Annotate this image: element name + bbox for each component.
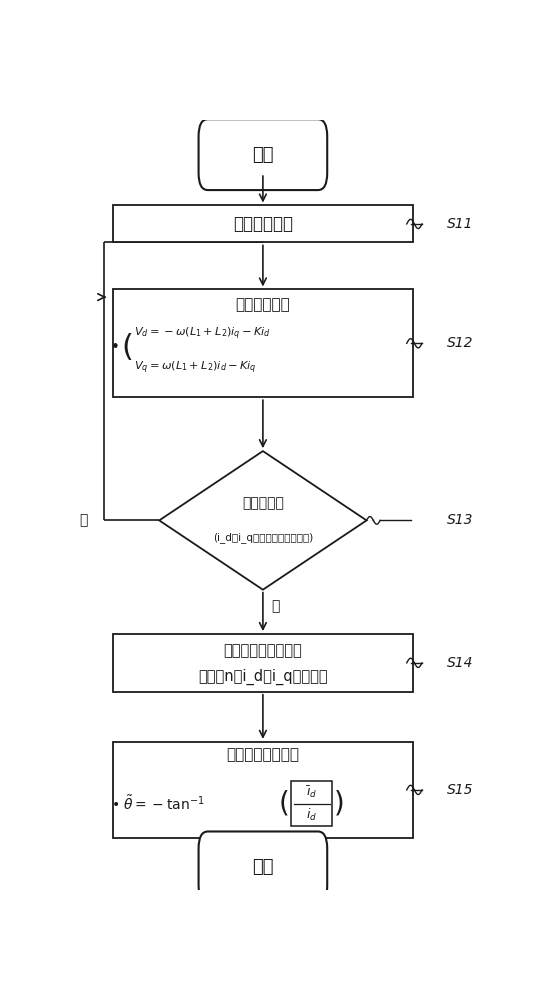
Text: 开始: 开始 <box>252 146 274 164</box>
Text: 获得的n个i_d和i_q的平均值: 获得的n个i_d和i_q的平均值 <box>198 669 328 685</box>
Text: •: • <box>110 340 120 355</box>
FancyBboxPatch shape <box>199 831 327 902</box>
FancyBboxPatch shape <box>112 634 413 692</box>
Text: 电机强制旋转: 电机强制旋转 <box>233 215 293 233</box>
Text: 计算解析器偏移量: 计算解析器偏移量 <box>227 747 299 762</box>
Text: (: ( <box>278 790 289 818</box>
Text: 正常状态？: 正常状态？ <box>242 496 284 510</box>
Text: 是: 是 <box>271 600 280 614</box>
FancyBboxPatch shape <box>112 205 413 242</box>
Text: ): ) <box>334 790 345 818</box>
Text: (: ( <box>121 333 133 362</box>
FancyBboxPatch shape <box>112 742 413 838</box>
Text: (i_d和i_q在设定范围内恒定？): (i_d和i_q在设定范围内恒定？) <box>213 532 313 543</box>
Text: S14: S14 <box>447 656 473 670</box>
Text: S15: S15 <box>447 783 473 797</box>
Text: • $\tilde{\theta}=-\mathrm{tan}^{-1}$: • $\tilde{\theta}=-\mathrm{tan}^{-1}$ <box>110 794 204 813</box>
Text: S13: S13 <box>447 513 473 527</box>
Text: 电机电流控制: 电机电流控制 <box>235 297 290 312</box>
Text: $V_q = \omega(L_1 + L_2)i_d - Ki_q$: $V_q = \omega(L_1 + L_2)i_d - Ki_q$ <box>134 360 257 376</box>
FancyBboxPatch shape <box>199 119 327 190</box>
FancyBboxPatch shape <box>292 781 331 826</box>
Text: $\bar{\imath}_d$: $\bar{\imath}_d$ <box>306 784 317 800</box>
Text: $V_d = -\omega(L_1 + L_2)i_q - Ki_d$: $V_d = -\omega(L_1 + L_2)i_q - Ki_d$ <box>134 326 271 342</box>
Text: S12: S12 <box>447 336 473 350</box>
Text: 否: 否 <box>79 513 87 527</box>
Text: 获得以采样时间间隔: 获得以采样时间间隔 <box>223 643 302 658</box>
Text: 结束: 结束 <box>252 858 274 876</box>
Text: $i_d$: $i_d$ <box>306 807 317 823</box>
Text: S11: S11 <box>447 217 473 231</box>
Polygon shape <box>159 451 366 590</box>
FancyBboxPatch shape <box>112 289 413 397</box>
